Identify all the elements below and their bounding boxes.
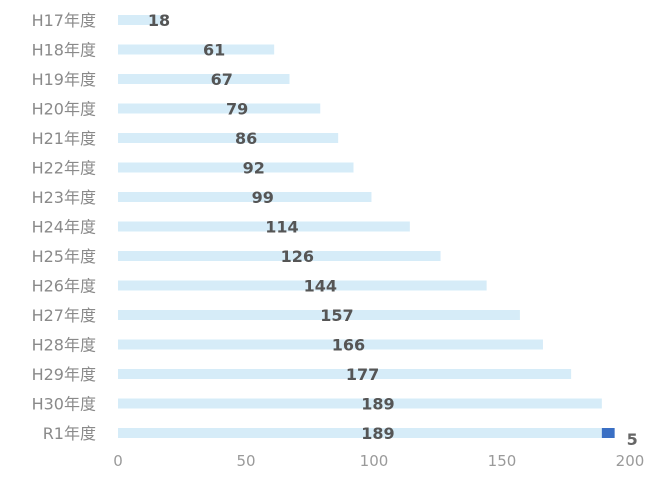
category-label: H30年度 — [32, 395, 96, 414]
x-axis-ticks: 0 50 100 150 200 — [113, 452, 644, 470]
category-label: H22年度 — [32, 159, 96, 178]
value-label: 177 — [346, 365, 379, 384]
bar — [118, 339, 543, 350]
category-label: H17年度 — [32, 11, 96, 30]
value-label: 86 — [235, 129, 257, 148]
x-tick-label: 150 — [488, 452, 517, 470]
category-label: H24年度 — [32, 218, 96, 237]
bar — [118, 310, 520, 320]
bar — [118, 162, 354, 173]
value-label: 114 — [265, 218, 298, 237]
value-label: 92 — [243, 159, 265, 178]
category-label: H20年度 — [32, 100, 96, 119]
category-labels: H17年度 H18年度 H19年度 H20年度 H21年度 H22年度 H23年度 H24年度… — [32, 11, 96, 443]
bar — [118, 103, 321, 114]
value-label: 61 — [203, 41, 225, 60]
category-label: H29年度 — [32, 365, 96, 384]
bar — [118, 133, 339, 143]
bar — [118, 221, 410, 232]
category-label: H21年度 — [32, 129, 96, 148]
value-label: 126 — [281, 247, 314, 266]
bar — [118, 428, 602, 438]
x-tick-label: 0 — [113, 452, 123, 470]
value-label: 79 — [226, 100, 248, 119]
category-label: H27年度 — [32, 306, 96, 325]
bar — [118, 192, 372, 202]
category-label: H25年度 — [32, 247, 96, 266]
bar — [118, 15, 165, 25]
x-tick-label: 100 — [360, 452, 389, 470]
value-label: 166 — [332, 336, 365, 355]
value-label: 144 — [304, 277, 337, 296]
bar — [118, 44, 275, 55]
category-label: H23年度 — [32, 188, 96, 207]
bar — [118, 280, 487, 291]
category-label: H26年度 — [32, 277, 96, 296]
value-label: 67 — [211, 70, 233, 89]
bar — [118, 251, 441, 261]
category-label: R1年度 — [43, 424, 96, 443]
x-tick-label: 200 — [616, 452, 645, 470]
value-label: 189 — [361, 395, 394, 414]
extra-value-label: 5 — [627, 430, 638, 449]
x-tick-label: 50 — [236, 452, 255, 470]
bars-layer — [118, 15, 615, 438]
category-label: H19年度 — [32, 70, 96, 89]
category-label: H28年度 — [32, 336, 96, 355]
value-label: 157 — [320, 306, 353, 325]
value-labels: 18 61 67 79 86 92 99 114 126 144 157 166 177 189 5 189 — [148, 11, 638, 449]
value-label: 189 — [361, 424, 394, 443]
bar — [118, 398, 602, 409]
value-label: 99 — [252, 188, 274, 207]
category-label: H18年度 — [32, 41, 96, 60]
bar — [118, 369, 572, 379]
bar-segment-extra — [601, 428, 615, 438]
value-label: 18 — [148, 11, 170, 30]
bar — [118, 74, 290, 84]
